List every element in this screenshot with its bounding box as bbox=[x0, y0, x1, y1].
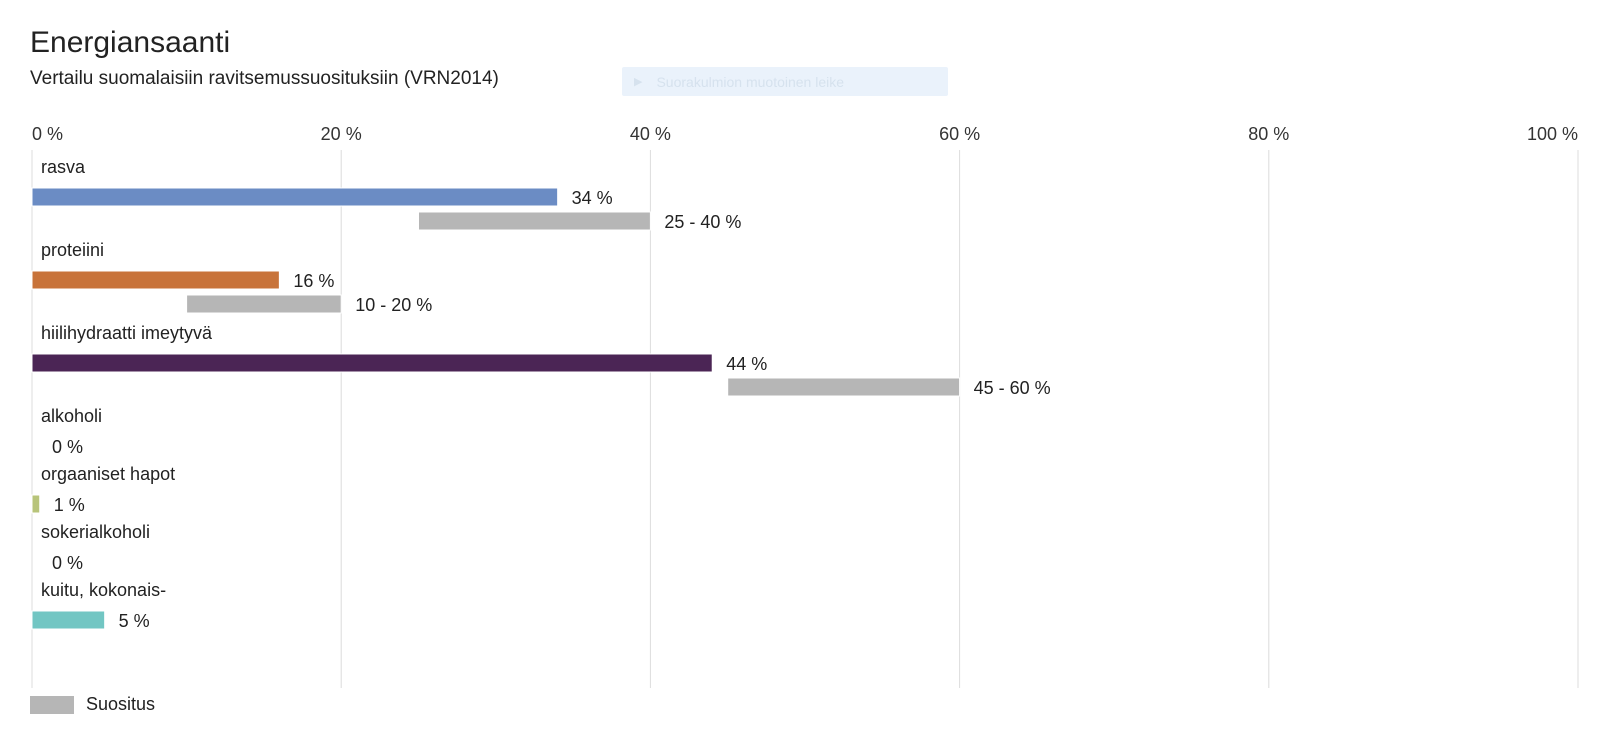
category-label: proteiini bbox=[41, 240, 104, 260]
category-label: alkoholi bbox=[41, 406, 102, 426]
chart-title: Energiansaanti bbox=[30, 26, 231, 59]
category-label: orgaaniset hapot bbox=[41, 464, 175, 484]
recommendation-label: 25 - 40 % bbox=[664, 212, 741, 232]
value-bar bbox=[31, 494, 41, 514]
chart-subtitle: Vertailu suomalaisiin ravitsemussuosituk… bbox=[30, 68, 499, 89]
x-tick-label: 100 % bbox=[1527, 124, 1578, 144]
value-label: 1 % bbox=[54, 495, 85, 515]
snip-button[interactable]: ▶ Suorakulmion muotoinen leike bbox=[622, 67, 948, 96]
value-label: 5 % bbox=[119, 611, 150, 631]
legend-swatch bbox=[30, 695, 74, 714]
value-label: 34 % bbox=[572, 188, 613, 208]
x-tick-label: 60 % bbox=[939, 124, 980, 144]
value-bar bbox=[31, 610, 106, 630]
recommendation-bar bbox=[186, 294, 342, 314]
value-label: 44 % bbox=[726, 354, 767, 374]
x-tick-label: 20 % bbox=[321, 124, 362, 144]
snip-button-label: Suorakulmion muotoinen leike bbox=[656, 73, 845, 90]
play-icon: ▶ bbox=[634, 76, 643, 88]
category-label: hiilihydraatti imeytyvä bbox=[41, 323, 213, 343]
value-label: 0 % bbox=[52, 437, 83, 457]
recommendation-label: 10 - 20 % bbox=[355, 295, 432, 315]
value-label: 16 % bbox=[293, 271, 334, 291]
x-tick-label: 80 % bbox=[1248, 124, 1289, 144]
value-bar bbox=[31, 353, 713, 373]
x-tick-label: 40 % bbox=[630, 124, 671, 144]
legend: Suositus bbox=[30, 694, 155, 715]
legend-label: Suositus bbox=[86, 694, 156, 714]
category-label: rasva bbox=[41, 157, 86, 177]
recommendation-bar bbox=[418, 211, 651, 231]
value-bar bbox=[31, 270, 280, 290]
value-label: 0 % bbox=[52, 553, 83, 573]
value-bar bbox=[31, 187, 559, 207]
x-tick-label: 0 % bbox=[32, 124, 63, 144]
category-label: kuitu, kokonais- bbox=[41, 580, 166, 600]
recommendation-label: 45 - 60 % bbox=[974, 378, 1051, 398]
category-label: sokerialkoholi bbox=[41, 522, 150, 542]
recommendation-bar bbox=[727, 377, 961, 397]
